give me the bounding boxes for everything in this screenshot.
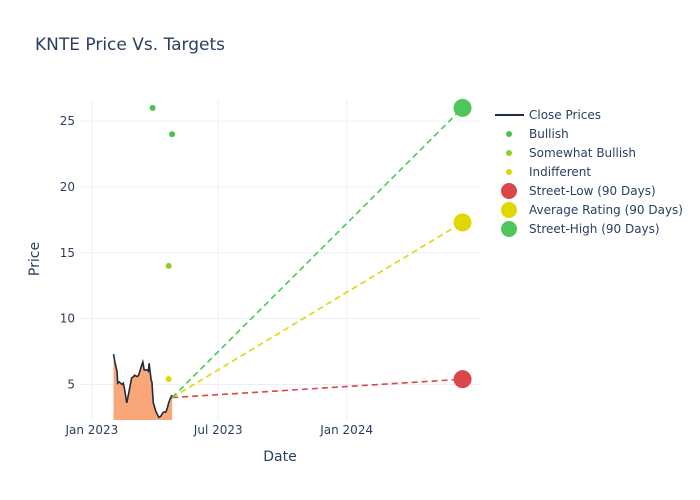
legend-swatch-dot bbox=[506, 169, 512, 175]
y-tick-label: 10 bbox=[60, 312, 75, 326]
legend-label: Somewhat Bullish bbox=[529, 146, 636, 160]
y-tick-label: 5 bbox=[67, 377, 75, 391]
street-high-projection-line bbox=[171, 107, 464, 399]
legend-swatch-marker bbox=[501, 202, 517, 218]
x-axis-title: Date bbox=[263, 449, 296, 465]
close-price-area bbox=[113, 354, 173, 420]
somewhat-bullish-rating-point bbox=[165, 262, 172, 269]
legend-swatch-dot bbox=[506, 150, 512, 156]
legend-label: Close Prices bbox=[529, 108, 601, 122]
legend-label: Street-Low (90 Days) bbox=[529, 184, 656, 198]
legend-item-street-low: Street-Low (90 Days) bbox=[501, 183, 656, 199]
indifferent-rating-point bbox=[165, 376, 172, 383]
street-low-projection-line bbox=[172, 378, 463, 399]
legend-label: Average Rating (90 Days) bbox=[529, 203, 683, 217]
legend-swatch-marker bbox=[501, 221, 517, 237]
chart-title: KNTE Price Vs. Targets bbox=[35, 35, 225, 55]
x-tick-label: Jul 2023 bbox=[193, 423, 243, 437]
bullish-rating-point bbox=[169, 131, 176, 138]
legend-label: Bullish bbox=[529, 127, 569, 141]
bullish-rating-point bbox=[149, 104, 156, 111]
street-low-marker bbox=[453, 370, 472, 389]
legend-label: Indifferent bbox=[529, 165, 591, 179]
legend-item-somewhat-bullish: Somewhat Bullish bbox=[506, 146, 636, 160]
legend-item-close: Close Prices bbox=[495, 108, 601, 122]
legend-label: Street-High (90 Days) bbox=[529, 222, 660, 236]
close-price-line bbox=[112, 354, 173, 419]
x-tick-label: Jan 2024 bbox=[319, 423, 373, 437]
legend-item-average: Average Rating (90 Days) bbox=[501, 202, 683, 218]
x-tick-label: Jan 2023 bbox=[64, 423, 118, 437]
legend-item-bullish: Bullish bbox=[506, 127, 569, 141]
street-high-marker bbox=[453, 98, 472, 117]
legend-swatch-dot bbox=[506, 131, 512, 137]
legend-item-indifferent: Indifferent bbox=[506, 165, 591, 179]
y-tick-label: 20 bbox=[60, 180, 75, 194]
average-rating-marker bbox=[453, 213, 472, 232]
average-rating-projection-line bbox=[171, 221, 463, 399]
legend-swatch-marker bbox=[501, 183, 517, 199]
y-tick-label: 25 bbox=[60, 114, 75, 128]
y-axis-title: Price bbox=[27, 242, 43, 276]
y-tick-label: 15 bbox=[60, 246, 75, 260]
legend-item-street-high: Street-High (90 Days) bbox=[501, 221, 660, 237]
